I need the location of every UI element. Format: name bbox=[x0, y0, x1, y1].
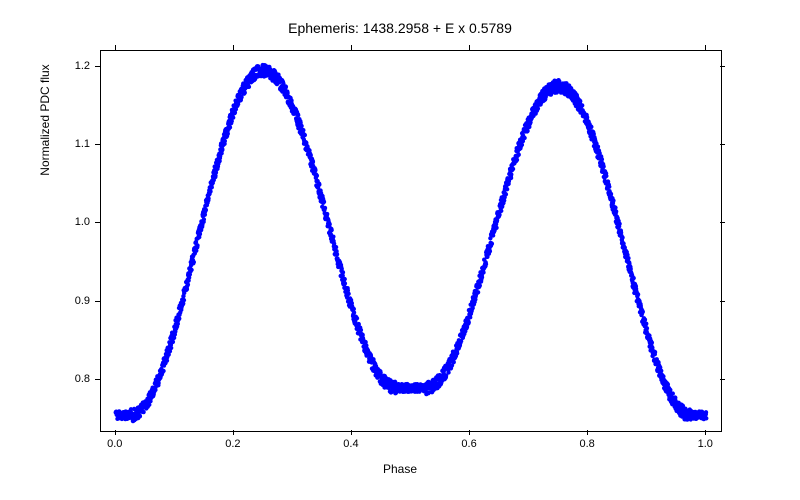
y-tick bbox=[720, 66, 725, 67]
y-tick bbox=[720, 222, 725, 223]
y-tick-label: 1.0 bbox=[60, 216, 90, 228]
x-tick bbox=[115, 430, 116, 435]
y-axis-label: Normalized PDC flux bbox=[38, 0, 52, 310]
y-tick-label: 1.1 bbox=[60, 138, 90, 150]
y-tick bbox=[95, 379, 100, 380]
x-tick-label: 0.0 bbox=[107, 438, 122, 450]
y-tick bbox=[720, 379, 725, 380]
y-tick bbox=[95, 66, 100, 67]
y-tick-label: 0.9 bbox=[60, 295, 90, 307]
x-tick bbox=[351, 430, 352, 435]
x-tick bbox=[469, 430, 470, 435]
x-tick-label: 1.0 bbox=[698, 438, 713, 450]
x-tick-label: 0.8 bbox=[579, 438, 594, 450]
y-tick bbox=[95, 222, 100, 223]
y-tick bbox=[720, 144, 725, 145]
scatter-layer bbox=[101, 51, 721, 431]
x-tick bbox=[705, 45, 706, 50]
y-tick bbox=[95, 301, 100, 302]
x-tick-label: 0.6 bbox=[461, 438, 476, 450]
y-tick bbox=[720, 301, 725, 302]
x-tick bbox=[469, 45, 470, 50]
chart-title: Ephemeris: 1438.2958 + E x 0.5789 bbox=[0, 20, 800, 36]
plot-area bbox=[100, 50, 722, 432]
x-tick bbox=[233, 45, 234, 50]
x-tick-label: 0.2 bbox=[225, 438, 240, 450]
x-tick bbox=[587, 430, 588, 435]
x-axis-label: Phase bbox=[0, 462, 800, 476]
figure: Ephemeris: 1438.2958 + E x 0.5789 Phase … bbox=[0, 0, 800, 500]
y-tick-label: 0.8 bbox=[60, 373, 90, 385]
x-tick bbox=[587, 45, 588, 50]
x-tick-label: 0.4 bbox=[343, 438, 358, 450]
x-tick bbox=[351, 45, 352, 50]
x-tick bbox=[233, 430, 234, 435]
x-tick bbox=[115, 45, 116, 50]
y-tick-label: 1.2 bbox=[60, 60, 90, 72]
x-tick bbox=[705, 430, 706, 435]
y-tick bbox=[95, 144, 100, 145]
